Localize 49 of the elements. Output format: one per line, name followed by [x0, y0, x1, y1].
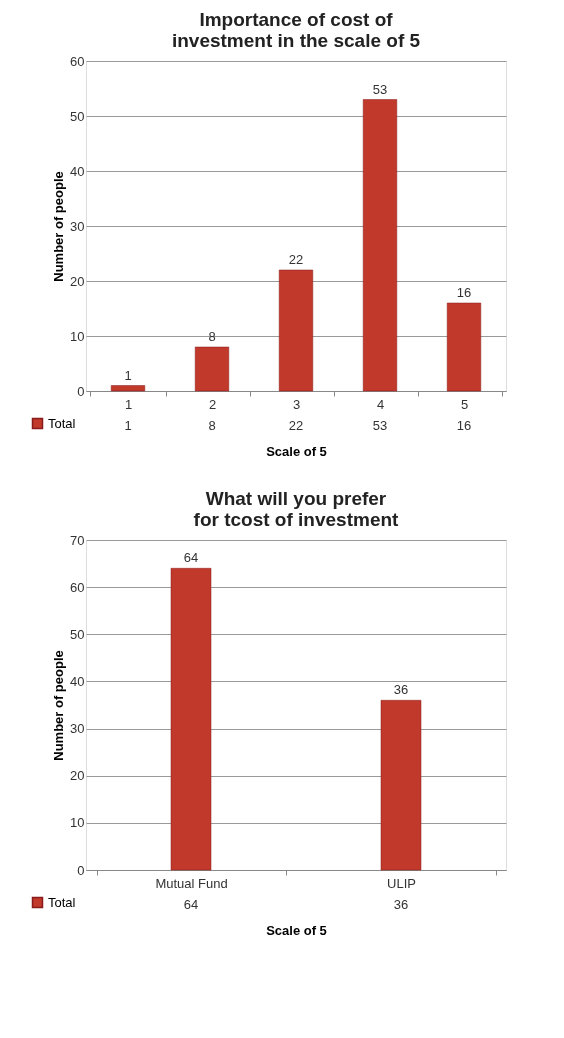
annotation: 8	[208, 329, 216, 344]
data-label: 64	[183, 897, 199, 912]
data-label: 1	[124, 418, 132, 433]
legend-label: Total	[48, 415, 76, 431]
annotation: 64	[183, 550, 199, 566]
annotation: 22	[288, 252, 304, 267]
y-tick-label: 60	[70, 53, 85, 69]
y-tick-label: 70	[70, 532, 85, 548]
annotation: 36	[393, 682, 409, 698]
bar	[446, 302, 482, 392]
bar	[362, 99, 398, 392]
y-tick-label: 10	[70, 328, 85, 344]
data-label: 22	[288, 418, 304, 433]
y-tick-label: 20	[70, 768, 85, 784]
x-tick-label: ULIP	[387, 875, 416, 891]
y-axis-title: Number of people	[51, 650, 67, 761]
y-tick-label: 30	[70, 218, 85, 234]
annotation: 16	[456, 285, 472, 300]
x-tick-label: 5	[460, 396, 469, 412]
y-tick-label: 50	[70, 626, 85, 642]
bar	[194, 346, 230, 392]
x-tick-label: 4	[376, 396, 385, 412]
y-tick-label: 60	[70, 579, 85, 595]
x-tick-label: 1	[124, 396, 133, 412]
chart-title: What will you prefer for tcost of investment	[193, 488, 400, 530]
x-axis-title: Scale of 5	[266, 443, 327, 459]
annotation: 1	[124, 367, 132, 383]
data-label: 8	[208, 418, 216, 433]
y-tick-label: 40	[70, 673, 85, 689]
y-axis-title: Number of people	[51, 171, 67, 282]
y-tick-label: 0	[77, 862, 85, 878]
bar	[278, 269, 314, 392]
x-tick-label: 3	[292, 396, 301, 412]
x-tick-label: 2	[208, 396, 217, 412]
y-tick-label: 20	[70, 273, 85, 289]
bar	[110, 385, 146, 392]
x-axis-title: Scale of 5	[266, 922, 327, 938]
y-tick-label: 40	[70, 163, 85, 179]
x-tick-label: Mutual Fund	[155, 875, 228, 891]
y-tick-label: 0	[77, 383, 85, 399]
y-tick-label: 30	[70, 721, 85, 737]
data-label: 36	[393, 897, 409, 912]
chart-title: Importance of cost of investment in the scale of 5	[171, 9, 421, 51]
y-tick-label: 10	[70, 815, 85, 831]
annotation: 53	[372, 81, 388, 97]
y-tick-label: 50	[70, 108, 85, 124]
legend-label: Total	[48, 894, 76, 910]
data-label: 16	[456, 418, 472, 433]
data-label: 53	[372, 418, 388, 433]
